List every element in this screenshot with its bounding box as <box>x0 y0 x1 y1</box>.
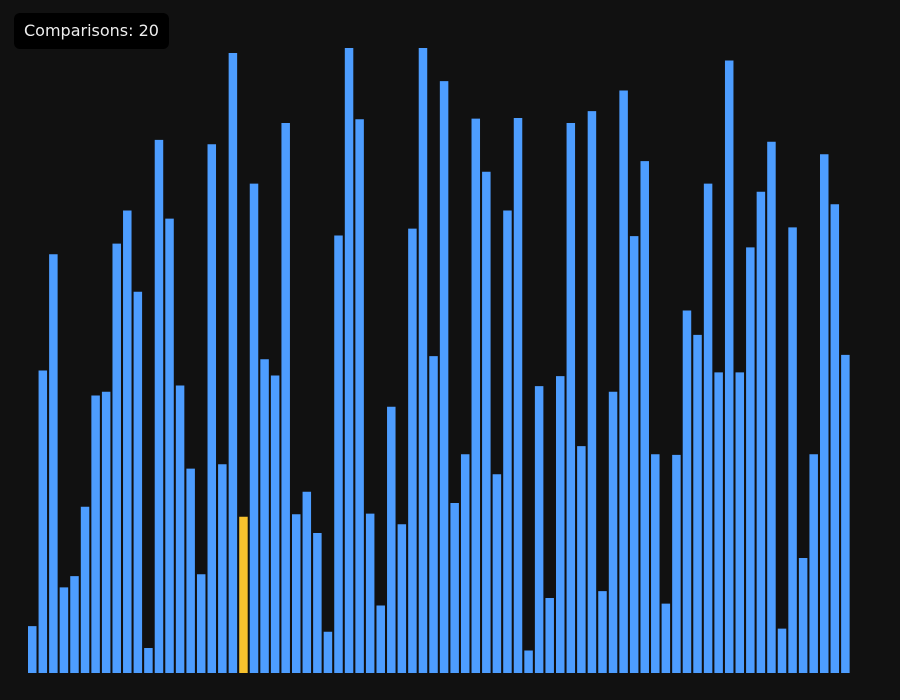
bar <box>196 574 206 673</box>
comparisons-label: Comparisons: <box>24 21 134 40</box>
bar <box>186 468 195 674</box>
bar <box>408 228 417 674</box>
bar <box>756 191 766 673</box>
bar <box>460 454 470 673</box>
bar <box>608 391 618 673</box>
bar <box>292 514 301 673</box>
bar <box>397 524 407 673</box>
bar <box>429 356 438 674</box>
bar-highlighted <box>239 516 248 673</box>
bar <box>619 90 628 673</box>
bar <box>703 183 713 673</box>
bar <box>355 119 364 673</box>
bar <box>492 474 502 673</box>
bar <box>112 243 121 673</box>
bar <box>809 454 818 673</box>
bar <box>260 359 269 673</box>
bar <box>545 598 554 673</box>
bar <box>798 558 808 673</box>
bar <box>534 386 544 674</box>
bar <box>672 454 681 673</box>
bar <box>418 48 428 673</box>
bar <box>450 503 459 673</box>
bar <box>587 111 597 674</box>
bar <box>154 139 164 674</box>
bar <box>724 60 734 673</box>
bar <box>830 204 840 673</box>
bar <box>228 53 238 673</box>
bar <box>313 533 322 673</box>
bar <box>556 376 565 674</box>
bar <box>302 491 312 673</box>
bar <box>38 370 48 673</box>
bar <box>207 144 217 673</box>
bar <box>270 375 280 673</box>
bar <box>746 247 755 673</box>
bar <box>640 161 649 673</box>
bar <box>49 254 58 673</box>
bar <box>767 141 776 673</box>
comparisons-value: 20 <box>138 21 159 40</box>
bar <box>334 235 343 673</box>
bar <box>682 310 692 673</box>
bar <box>788 227 797 674</box>
bar <box>513 118 523 673</box>
bar <box>820 154 829 673</box>
bar <box>70 576 79 674</box>
bar-group <box>28 48 850 674</box>
bar <box>344 48 354 673</box>
bar <box>133 291 143 673</box>
bar <box>566 123 576 673</box>
bar <box>376 605 385 673</box>
bar <box>714 372 723 674</box>
bar <box>693 334 702 674</box>
bar <box>598 591 607 674</box>
bar <box>629 236 639 673</box>
bar <box>249 183 259 673</box>
bar <box>841 354 850 674</box>
bar <box>165 218 174 674</box>
bar <box>91 395 100 673</box>
bar <box>482 171 491 673</box>
bar <box>80 506 90 673</box>
bar <box>144 648 153 673</box>
bar <box>503 210 512 673</box>
bar <box>123 210 132 673</box>
bar <box>471 118 481 674</box>
bar <box>59 587 69 673</box>
bar <box>365 513 375 674</box>
comparisons-counter: Comparisons: 20 <box>14 13 169 49</box>
bar <box>28 626 37 674</box>
bar <box>281 123 290 673</box>
bar <box>661 603 671 674</box>
bar <box>387 406 396 673</box>
bar <box>439 81 449 674</box>
bar <box>524 650 533 673</box>
bar <box>735 372 745 674</box>
bar <box>175 385 185 673</box>
bar <box>577 446 586 674</box>
bar <box>651 454 660 673</box>
bar <box>323 631 333 673</box>
bar <box>101 391 111 673</box>
bar <box>777 628 787 673</box>
bar <box>218 464 227 673</box>
